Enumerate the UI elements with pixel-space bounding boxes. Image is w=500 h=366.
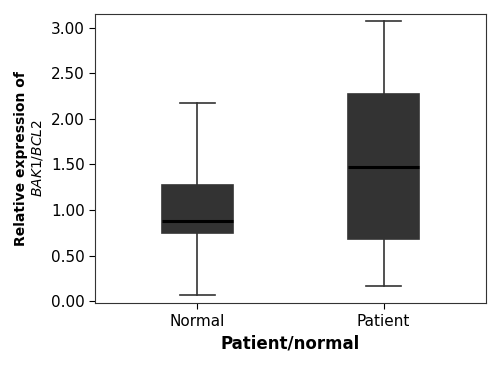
X-axis label: Patient/normal: Patient/normal <box>221 334 360 352</box>
Y-axis label: Relative expression of
$\it{BAK1/BCL2}$: Relative expression of $\it{BAK1/BCL2}$ <box>14 71 45 246</box>
PathPatch shape <box>162 186 233 233</box>
PathPatch shape <box>348 94 419 239</box>
